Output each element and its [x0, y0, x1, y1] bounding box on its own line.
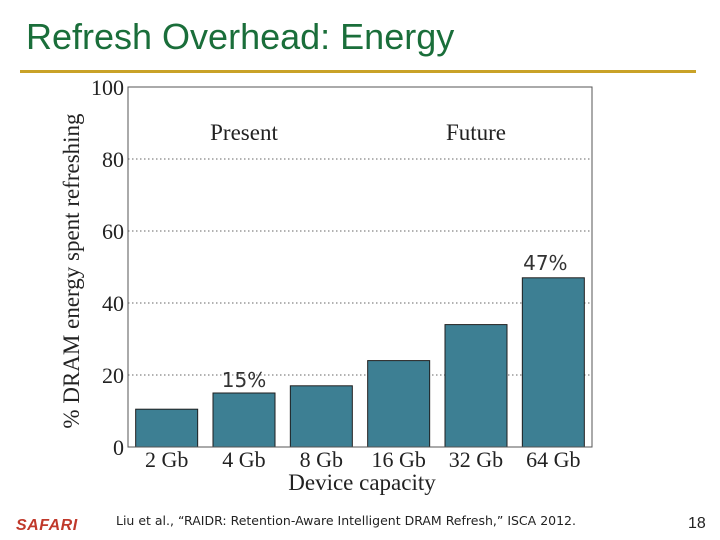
- bar-4gb: [212, 392, 276, 448]
- bar-32gb: [444, 324, 508, 448]
- plot-frame: [127, 86, 593, 448]
- x-tick-label: 16 Gb: [371, 447, 425, 472]
- x-tick-label: 2 Gb: [145, 447, 188, 472]
- x-tick-label: 4 Gb: [222, 447, 265, 472]
- y-tick-label: 0: [113, 435, 124, 460]
- bar-64gb: [521, 277, 585, 448]
- bar-2gb: [135, 408, 199, 448]
- bar-8gb: [289, 385, 353, 448]
- citation: Liu et al., “RAIDR: Retention-Aware Inte…: [116, 513, 576, 528]
- x-tick-label: 64 Gb: [526, 447, 580, 472]
- future-label: Future: [446, 120, 506, 145]
- y-tick-labels: 0 20 40 60 80 100: [91, 75, 124, 460]
- bar-16gb: [367, 360, 431, 448]
- slide-title: Refresh Overhead: Energy: [26, 16, 455, 57]
- bars: [135, 277, 585, 448]
- callout-15-percent: 15%: [222, 368, 266, 392]
- y-tick-label: 40: [102, 291, 124, 316]
- y-tick-label: 60: [102, 219, 124, 244]
- present-label: Present: [210, 120, 278, 145]
- slide-number: 18: [688, 515, 706, 532]
- safari-logo: SAFARI: [16, 517, 78, 534]
- x-tick-label: 8 Gb: [300, 447, 343, 472]
- y-tick-label: 20: [102, 363, 124, 388]
- x-tick-labels: 2 Gb 4 Gb 8 Gb 16 Gb 32 Gb 64 Gb: [145, 447, 581, 472]
- title-rule: [20, 70, 696, 73]
- y-tick-label: 100: [91, 75, 124, 100]
- x-tick-label: 32 Gb: [449, 447, 503, 472]
- x-axis-label: Device capacity: [288, 470, 436, 495]
- callout-47-percent: 47%: [523, 251, 567, 275]
- grid-lines: [128, 158, 592, 376]
- y-axis-label: % DRAM energy spent refreshing: [59, 113, 84, 429]
- y-tick-label: 80: [102, 147, 124, 172]
